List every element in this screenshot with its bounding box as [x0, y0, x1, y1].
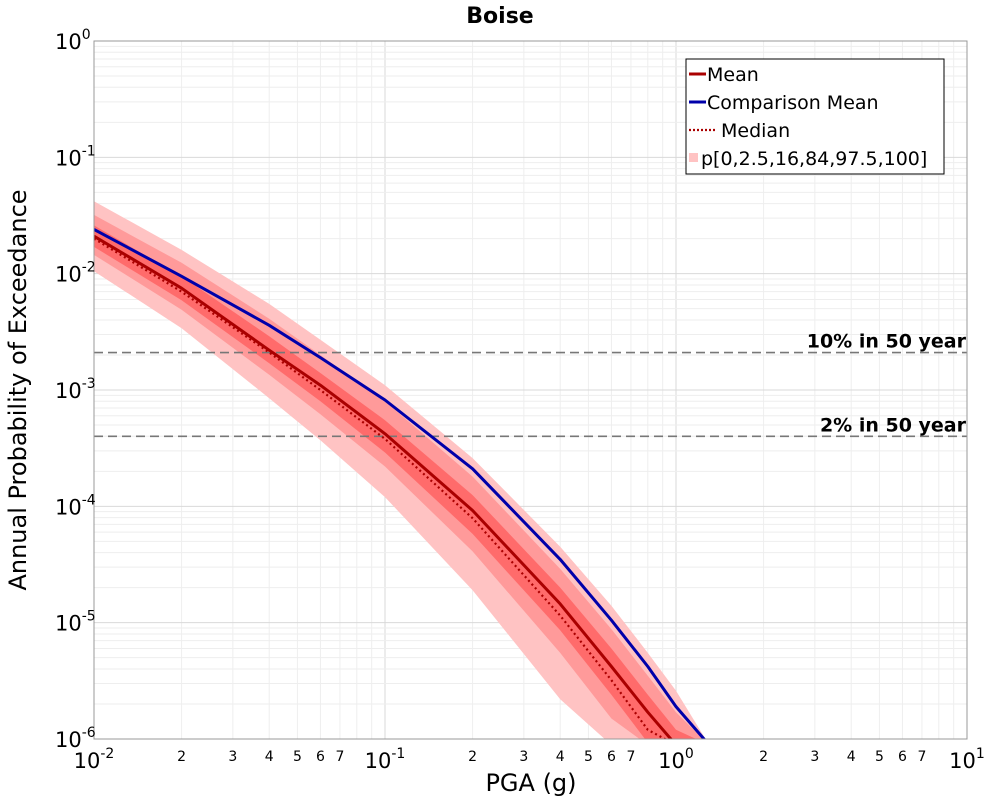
legend-label: p[0,2.5,16,84,97.5,100]: [701, 148, 927, 170]
x-minor-tick-label: 2: [759, 749, 768, 765]
y-tick-label: 10-2: [55, 260, 96, 287]
plot-frame: [93, 40, 968, 740]
x-minor-tick-label: 6: [607, 749, 616, 765]
y-tick-label: 100: [55, 27, 91, 54]
plot-border: [93, 40, 968, 740]
x-minor-tick-label: 5: [293, 749, 302, 765]
legend-label: Comparison Mean: [707, 92, 879, 114]
x-minor-tick-label: 2: [468, 749, 477, 765]
chart-title: Boise: [466, 4, 533, 29]
x-tick-label: 10-2: [74, 746, 115, 773]
x-axis-label: PGA (g): [485, 769, 576, 797]
x-tick-label: 101: [949, 746, 985, 773]
x-minor-tick-label: 7: [626, 749, 635, 765]
legend-label: Mean: [707, 64, 759, 86]
x-minor-tick-label: 6: [898, 749, 907, 765]
x-minor-tick-label: 4: [847, 749, 856, 765]
legend: Mean Comparison Mean Median p[0,2.5,16,84,9…: [685, 58, 945, 175]
legend-swatch: [689, 153, 698, 162]
y-tick-label: 10-1: [55, 143, 96, 170]
x-minor-tick-label: 4: [265, 749, 274, 765]
x-tick-label: 100: [658, 746, 694, 773]
series-line-median: [94, 237, 668, 739]
x-minor-tick-label: 3: [228, 749, 237, 765]
x-minor-tick-label: 6: [316, 749, 325, 765]
reference-line-label: 2% in 50 year: [820, 414, 967, 436]
legend-label: Median: [721, 120, 790, 142]
y-tick-label: 10-3: [55, 376, 96, 403]
series-line-comparison-mean: [94, 228, 706, 739]
y-axis-label: Annual Probability of Exceedance: [4, 189, 32, 590]
legend-box: [685, 58, 945, 175]
y-tick-label: 10-4: [55, 492, 96, 519]
x-tick-label: 10-1: [365, 746, 406, 773]
x-minor-tick-label: 3: [519, 749, 528, 765]
reference-lines: 10% in 50 year 2% in 50 year: [94, 331, 967, 438]
series-lines: [94, 228, 706, 739]
reference-line-label: 10% in 50 year: [807, 331, 967, 353]
x-minor-tick-label: 2: [177, 749, 186, 765]
x-minor-tick-label: 3: [810, 749, 819, 765]
x-minor-tick-label: 5: [584, 749, 593, 765]
series-line-mean: [94, 234, 673, 739]
x-minor-tick-label: 7: [335, 749, 344, 765]
percentile-band: [94, 225, 697, 739]
x-minor-tick-label: 4: [556, 749, 565, 765]
x-minor-tick-label: 7: [917, 749, 926, 765]
x-minor-tick-label: 5: [875, 749, 884, 765]
y-tick-label: 10-6: [55, 725, 96, 752]
y-tick-label: 10-5: [55, 609, 96, 636]
